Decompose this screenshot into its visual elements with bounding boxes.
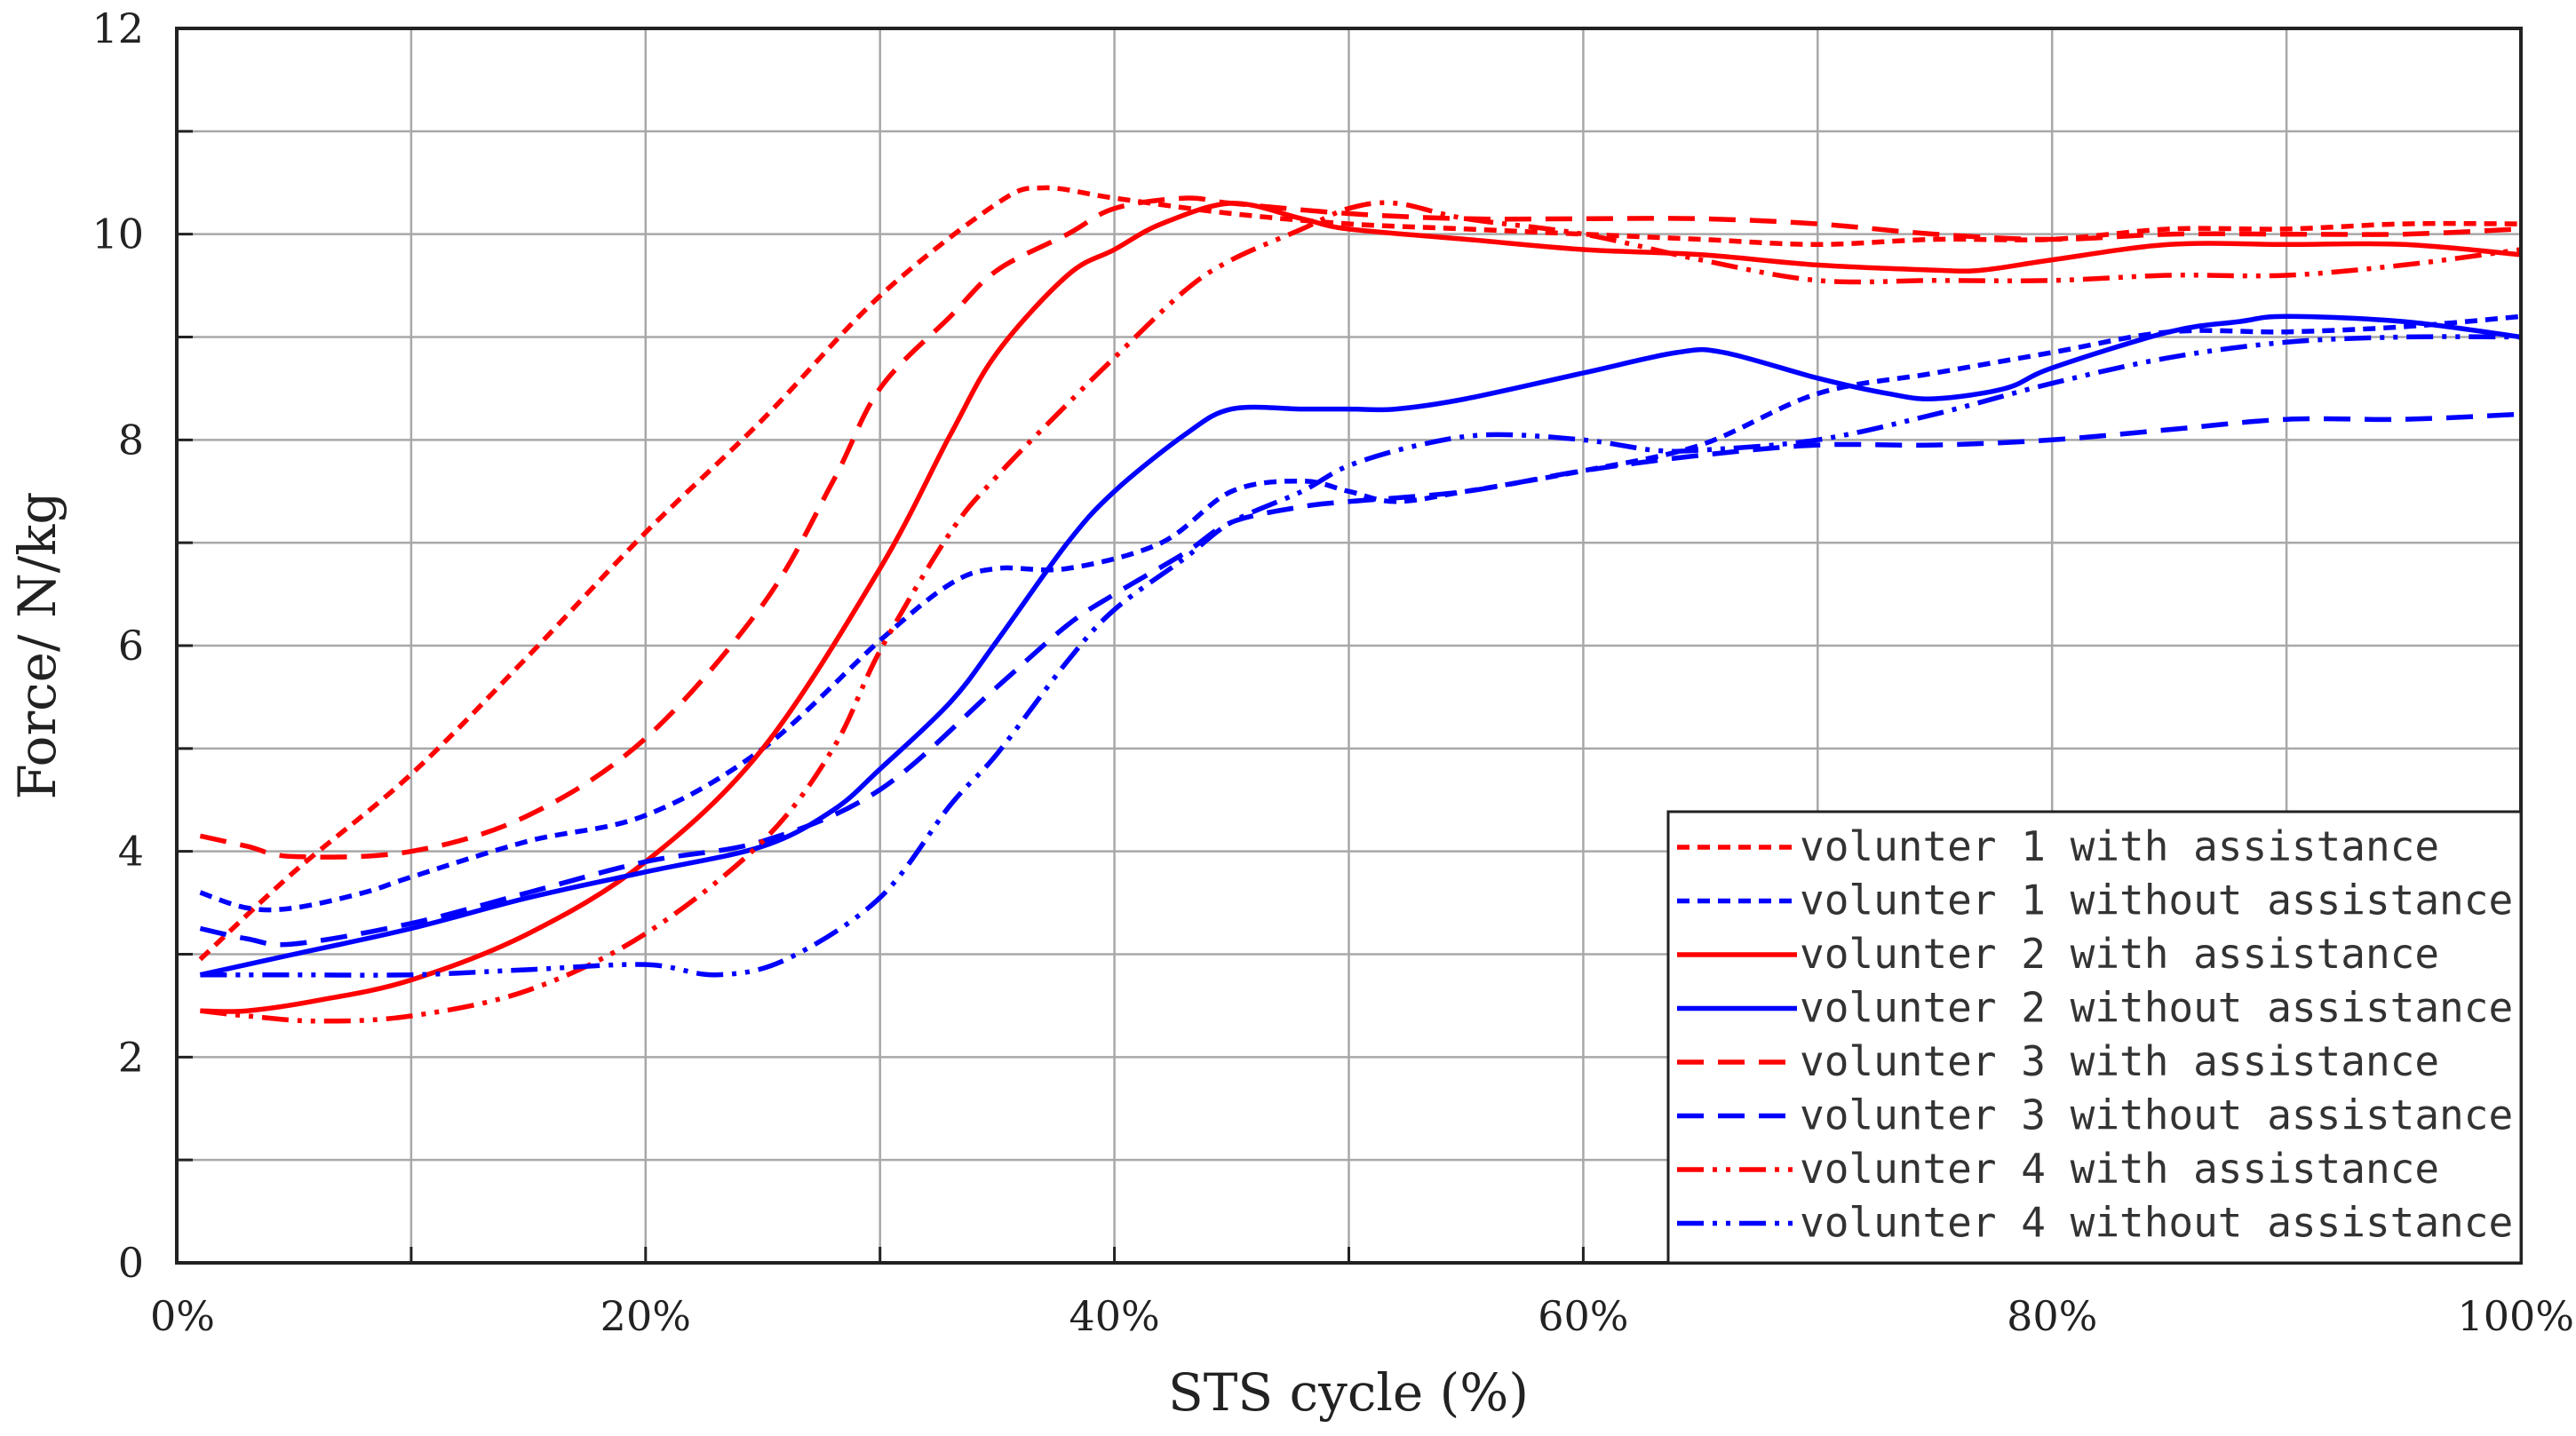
y-axis-title: Force/ N/kg [7,491,68,799]
x-tick-label: 60% [1538,1292,1628,1340]
axis-ticks: 0% 20% 40% 60% 80% 100% 0 2 4 6 8 10 12 [91,4,2574,1340]
legend-label: volunter 3 without assistance [1800,1091,2513,1139]
x-tick-label: 100% [2457,1292,2574,1340]
legend-label: volunter 1 without assistance [1800,877,2513,924]
legend-label: volunter 4 with assistance [1800,1145,2439,1193]
y-tick-label: 2 [118,1033,144,1081]
legend-item[interactable]: volunter 1 with assistance [1677,822,2439,870]
x-tick-label: 20% [600,1292,691,1340]
series-line-4 [199,313,2522,978]
legend-label: volunter 3 with assistance [1800,1037,2439,1085]
legend-label: volunter 4 without assistance [1800,1199,2513,1247]
y-tick-label: 12 [91,4,144,52]
y-tick-label: 6 [118,622,144,670]
legend-item[interactable]: volunter 4 without assistance [1677,1199,2513,1247]
series-line-8 [200,334,2522,978]
y-tick-label: 0 [118,1239,144,1287]
legend-item[interactable]: volunter 4 with assistance [1677,1145,2439,1193]
legend-item[interactable]: volunter 1 without assistance [1677,877,2513,924]
legend-item[interactable]: volunter 2 without assistance [1677,984,2513,1032]
series-line-5 [199,195,2522,860]
series-line-6 [199,411,2522,948]
series-line-1 [198,185,2522,962]
legend-box [1666,810,2523,1265]
legend-label: volunter 2 without assistance [1800,984,2513,1032]
series-line-7 [200,200,2522,1024]
legend[interactable]: volunter 1 with assistance volunter 1 wit… [1666,810,2523,1265]
legend-item[interactable]: volunter 3 with assistance [1677,1037,2439,1085]
y-tick-label: 10 [91,210,144,258]
x-tick-label: 0% [150,1292,215,1340]
y-tick-label: 4 [118,828,144,876]
legend-label: volunter 1 with assistance [1800,822,2439,870]
x-tick-label: 80% [2007,1292,2097,1340]
x-axis-title: STS cycle (%) [1168,1362,1529,1423]
series-layer [198,185,2522,1024]
legend-label: volunter 2 with assistance [1800,930,2439,978]
legend-item[interactable]: volunter 3 without assistance [1677,1091,2513,1139]
x-tick-label: 40% [1069,1292,1159,1340]
y-tick-label: 8 [118,416,144,464]
legend-item[interactable]: volunter 2 with assistance [1677,930,2439,978]
